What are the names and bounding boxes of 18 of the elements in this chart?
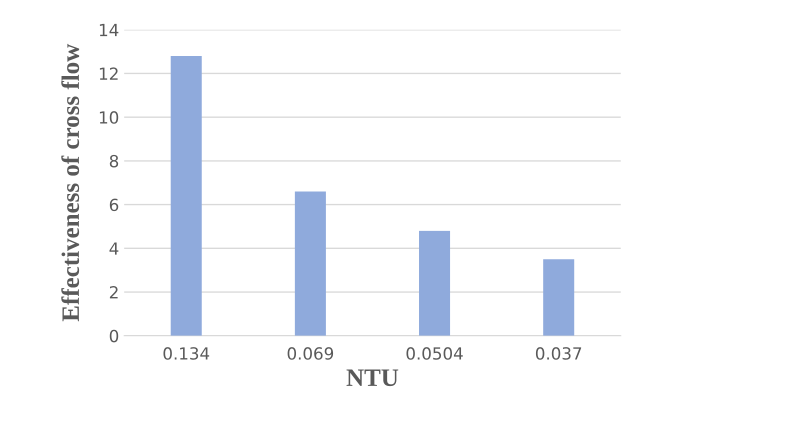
y-tick-label: 2: [110, 286, 118, 298]
x-tick-label: 0.069: [288, 347, 334, 360]
x-axis-title: NTU: [346, 370, 398, 386]
x-tick-label: 0.134: [163, 347, 210, 360]
y-axis-title: Effectiveness of cross flow: [61, 44, 80, 322]
y-tick-label: 14: [100, 24, 118, 36]
bar: [543, 259, 574, 336]
bar: [419, 230, 450, 336]
bar: [294, 191, 326, 336]
y-tick-label: 8: [110, 154, 118, 168]
x-tick-label: 0.0504: [406, 347, 463, 360]
x-tick-label: 0.037: [536, 347, 582, 360]
y-tick-label: 12: [100, 67, 118, 80]
y-tick-label: 6: [110, 198, 118, 212]
y-tick-label: 0: [110, 330, 118, 342]
y-tick-label: 4: [110, 242, 118, 255]
bar: [170, 56, 202, 336]
y-tick-label: 10: [100, 111, 118, 124]
